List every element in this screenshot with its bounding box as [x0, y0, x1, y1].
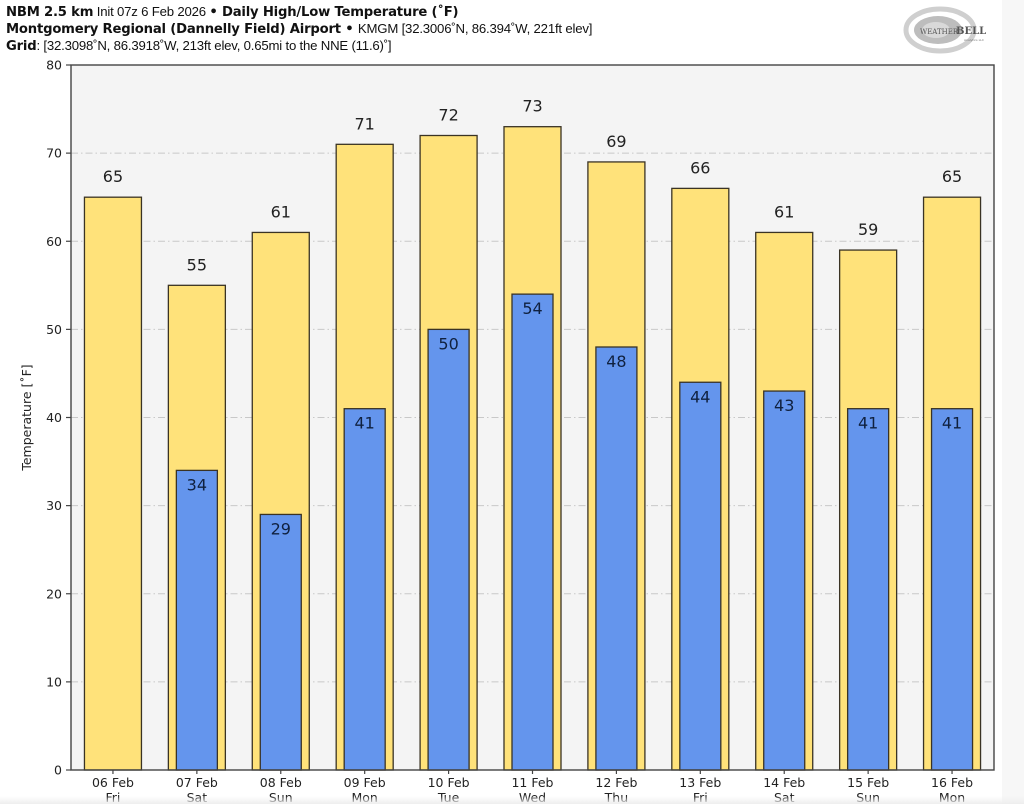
- y-tick-label: 70: [46, 146, 62, 161]
- x-tick-date: 09 Feb: [344, 775, 386, 790]
- low-bar: [511, 293, 554, 771]
- bottom-fade: [0, 796, 1024, 804]
- y-tick-label: 20: [46, 586, 62, 601]
- y-axis: 0 10 20 30 40 50 60 70 80: [46, 58, 71, 778]
- logo-text-2: BELL: [956, 26, 986, 37]
- header-line-2: Montgomery Regional (Dannelly Field) Air…: [6, 21, 592, 37]
- high-value-label: 65: [942, 167, 962, 186]
- low-value-label: 44: [690, 387, 710, 406]
- high-value-label: 69: [606, 132, 626, 151]
- high-value-label: 72: [438, 106, 458, 125]
- low-bar: [679, 381, 722, 771]
- logo-subtext: Analytics LLC: [964, 38, 984, 42]
- low-value-label: 54: [522, 299, 542, 318]
- low-value-label: 29: [271, 519, 291, 538]
- low-value-label: 41: [942, 414, 962, 433]
- high-value-label: 61: [774, 202, 794, 221]
- station-name: Montgomery Regional (Dannelly Field) Air…: [6, 22, 341, 37]
- y-tick-label: 30: [46, 498, 62, 513]
- high-value-label: 55: [187, 255, 207, 274]
- low-bar: [343, 408, 386, 771]
- high-value-label: 65: [103, 167, 123, 186]
- x-tick-date: 06 Feb: [92, 775, 134, 790]
- y-tick-label: 40: [46, 410, 62, 425]
- separator: •: [340, 22, 358, 37]
- weatherbell-logo: WEATHER BELL Analytics LLC: [903, 6, 986, 54]
- low-value-label: 43: [774, 396, 794, 415]
- y-tick-label: 0: [54, 763, 62, 778]
- low-value-label: 41: [858, 414, 878, 433]
- low-bar: [930, 408, 974, 771]
- grid-info: : [32.3098˚N, 86.3918˚W, 213ft elev, 0.6…: [36, 38, 392, 53]
- grid-label: Grid: [6, 39, 37, 54]
- high-value-label: 66: [690, 158, 710, 177]
- chart-title: Daily High/Low Temperature (˚F): [221, 5, 459, 20]
- low-bar: [763, 390, 806, 771]
- y-tick-label: 60: [46, 234, 62, 249]
- x-tick-date: 12 Feb: [595, 775, 637, 790]
- y-axis-label: Temperature [˚F]: [19, 364, 34, 471]
- low-bar: [259, 513, 302, 771]
- y-tick-label: 10: [46, 674, 62, 689]
- bars: [83, 126, 982, 771]
- x-tick-date: 11 Feb: [511, 775, 553, 790]
- init-time: Init 07z 6 Feb 2026: [93, 4, 210, 19]
- x-tick-date: 13 Feb: [679, 775, 721, 790]
- separator: •: [209, 5, 222, 20]
- logo-text-1: WEATHER: [920, 28, 959, 36]
- station-info: KMGM [32.3006˚N, 86.394˚W, 221ft elev]: [357, 21, 593, 36]
- high-value-label: 61: [271, 202, 291, 221]
- high-value-label: 59: [858, 220, 878, 239]
- bar-labels: 65 55 34 61 29 71 41 72 50 73 54 69 48 66 44 61 43 59 41 65…: [103, 97, 962, 539]
- low-value-label: 34: [187, 475, 207, 494]
- low-bar: [846, 408, 890, 771]
- low-bar: [595, 346, 638, 771]
- x-tick-date: 10 Feb: [428, 775, 470, 790]
- model-name: NBM 2.5 km: [6, 5, 94, 20]
- y-tick-label: 50: [46, 322, 62, 337]
- x-tick-date: 15 Feb: [847, 775, 889, 790]
- y-tick-label: 80: [46, 58, 62, 73]
- x-tick-date: 07 Feb: [176, 775, 218, 790]
- low-bar: [175, 469, 219, 771]
- low-value-label: 41: [355, 414, 375, 433]
- low-bar: [427, 328, 470, 771]
- header-line-1: NBM 2.5 km Init 07z 6 Feb 2026 • Daily H…: [6, 4, 459, 20]
- page-edge: [1002, 0, 1024, 804]
- x-tick-date: 16 Feb: [931, 775, 973, 790]
- high-bar: [83, 196, 143, 771]
- high-value-label: 71: [355, 114, 375, 133]
- x-tick-date: 14 Feb: [763, 775, 805, 790]
- x-tick-date: 08 Feb: [260, 775, 302, 790]
- low-value-label: 50: [438, 334, 458, 353]
- low-value-label: 48: [606, 352, 626, 371]
- header-line-3: Grid: [32.3098˚N, 86.3918˚W, 213ft elev,…: [6, 38, 392, 54]
- high-value-label: 73: [522, 97, 542, 116]
